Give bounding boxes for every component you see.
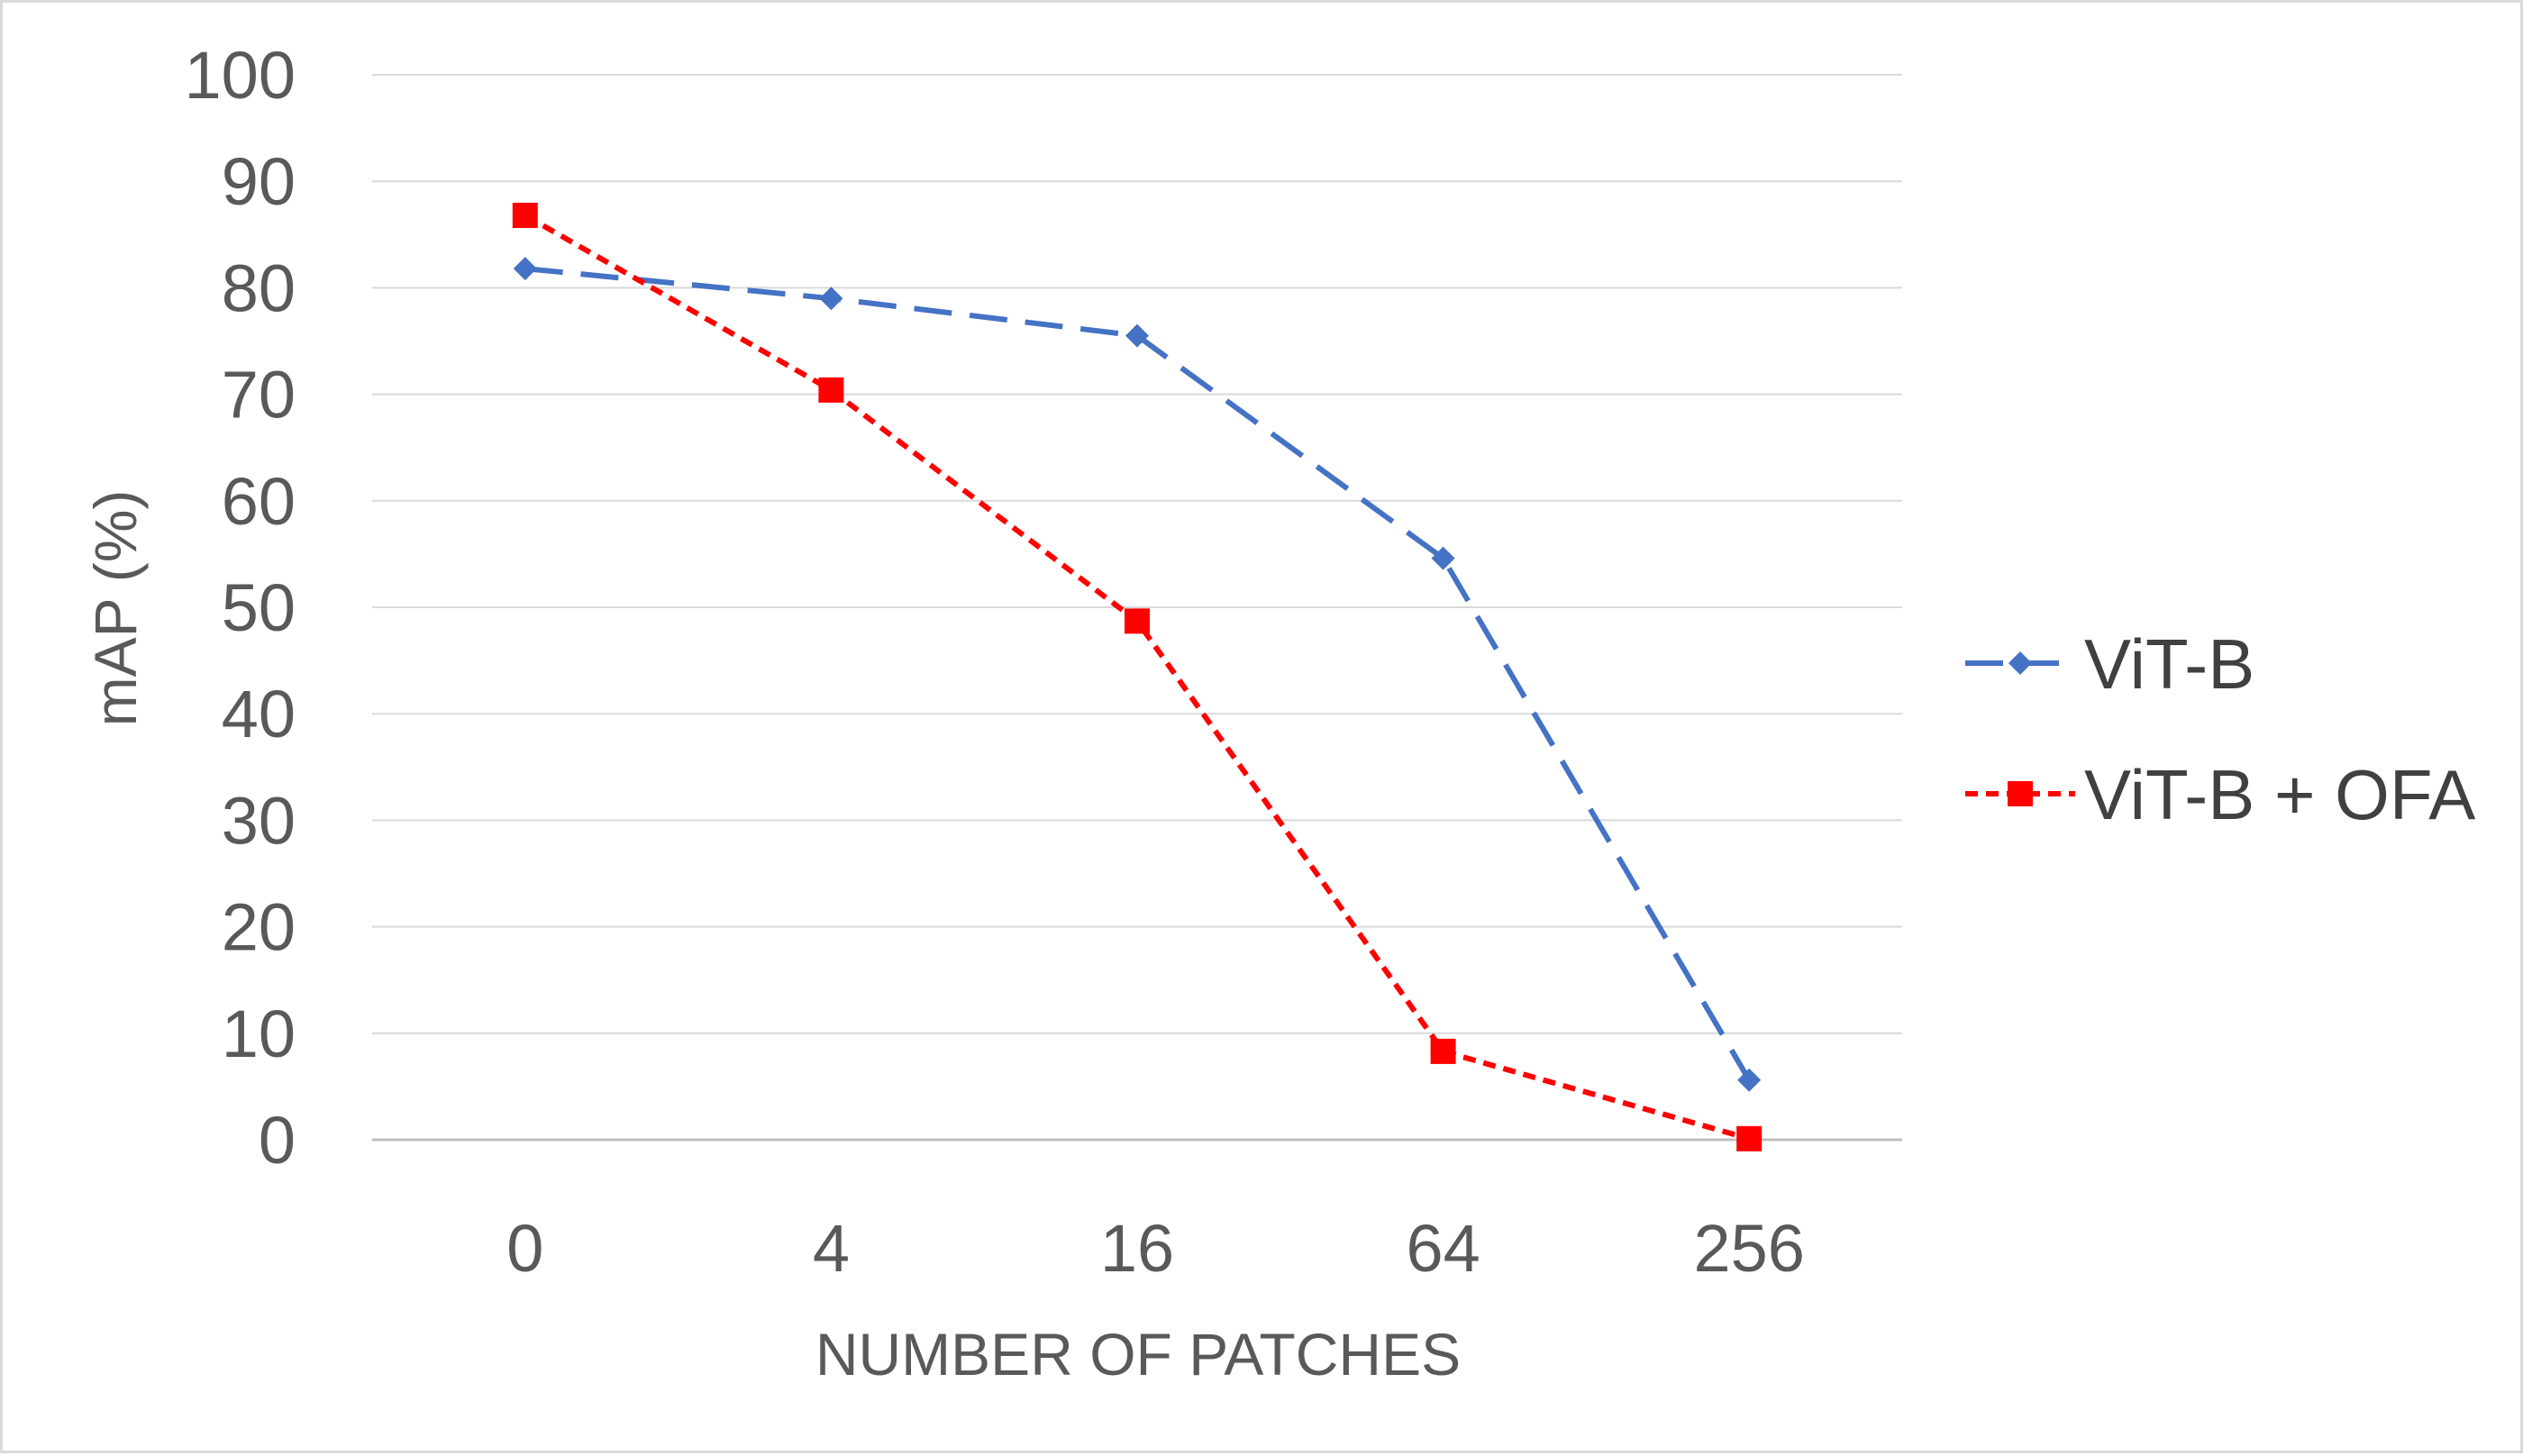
- series-line: [524, 266, 1752, 1082]
- data-point: [1125, 608, 1150, 634]
- x-axis-title: NUMBER OF PATCHES: [815, 1321, 1461, 1388]
- x-tick-label: 4: [813, 1211, 850, 1286]
- legend-marker: [2008, 651, 2032, 675]
- legend-label: ViT-B + OFA: [2084, 755, 2475, 834]
- series-1: [512, 203, 1762, 1151]
- legend-item: ViT-B + OFA: [1965, 755, 2475, 834]
- x-tick-label: 64: [1406, 1211, 1480, 1286]
- y-tick-label: 0: [259, 1103, 296, 1178]
- data-point: [513, 257, 537, 281]
- series-group: [512, 203, 1762, 1151]
- y-tick-label: 70: [222, 358, 296, 432]
- x-tick-label: 0: [506, 1211, 543, 1286]
- legend-marker: [2008, 781, 2033, 806]
- y-tick-labels: 0 10 20 30 40 50 60 70 80 90 100: [185, 38, 296, 1178]
- y-tick-label: 30: [222, 783, 296, 858]
- legend-label: ViT-B: [2084, 624, 2254, 704]
- data-point: [1430, 1038, 1456, 1064]
- data-point: [818, 377, 844, 403]
- y-tick-label: 20: [222, 890, 296, 965]
- series-line: [524, 213, 1751, 1142]
- y-tick-label: 60: [222, 464, 296, 539]
- y-tick-label: 100: [185, 38, 296, 113]
- series-0: [513, 257, 1762, 1092]
- legend-item: ViT-B: [1965, 624, 2254, 704]
- y-tick-label: 40: [222, 677, 296, 751]
- x-tick-labels: 0 4 16 64 256: [506, 1211, 1805, 1286]
- gridlines: [372, 74, 1902, 1142]
- x-tick-label: 256: [1693, 1211, 1804, 1286]
- line-chart: 0 10 20 30 40 50 60 70 80 90 100 0 4 16 64 256 NUMBER …: [82, 38, 2475, 1388]
- data-point: [1125, 323, 1149, 348]
- y-tick-label: 80: [222, 250, 296, 325]
- data-point: [1736, 1125, 1762, 1151]
- data-point: [819, 287, 843, 311]
- y-axis-title: mAP (%): [82, 490, 149, 727]
- y-tick-label: 50: [222, 570, 296, 645]
- data-point: [1431, 546, 1455, 570]
- x-tick-label: 16: [1100, 1211, 1174, 1286]
- y-tick-label: 10: [222, 996, 296, 1071]
- legend: ViT-B ViT-B + OFA: [1965, 624, 2475, 834]
- y-tick-label: 90: [222, 144, 296, 219]
- data-point: [512, 203, 538, 229]
- data-point: [1737, 1068, 1762, 1092]
